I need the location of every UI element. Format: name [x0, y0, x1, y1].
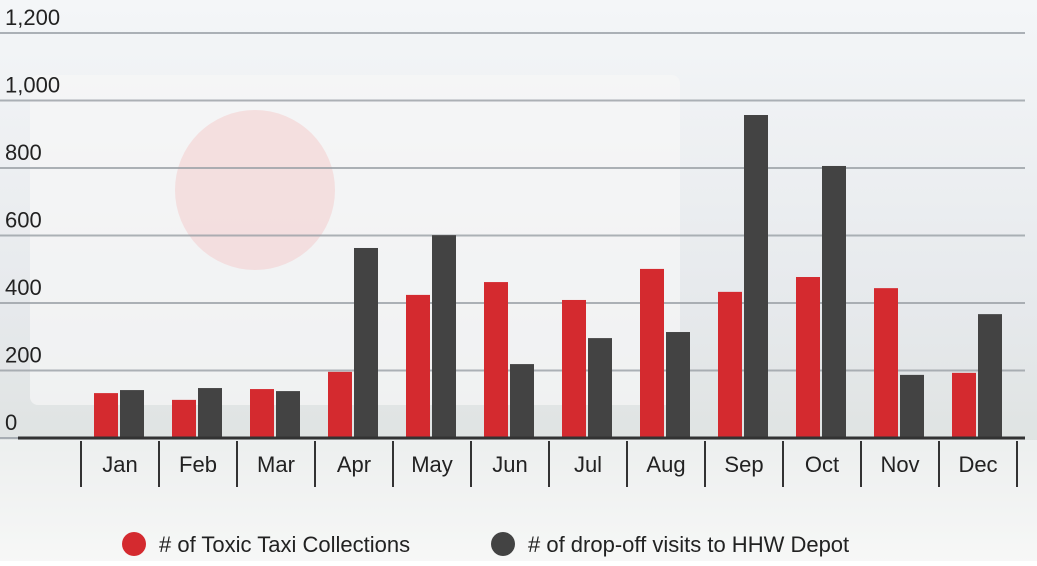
y-tick-label: 200: [5, 343, 42, 368]
bar: [562, 300, 586, 438]
bar: [354, 248, 378, 438]
bar: [978, 314, 1002, 438]
bar: [406, 295, 430, 438]
bar: [328, 372, 352, 438]
x-tick-label: Jun: [492, 452, 527, 477]
bar: [796, 277, 820, 438]
x-tick-label: Mar: [257, 452, 295, 477]
legend-marker: [491, 532, 515, 556]
bar: [640, 269, 664, 438]
x-tick-label: Nov: [880, 452, 919, 477]
bar: [952, 373, 976, 438]
y-tick-label: 400: [5, 275, 42, 300]
bar: [822, 166, 846, 438]
y-tick-label: 600: [5, 208, 42, 233]
legend-label: # of Toxic Taxi Collections: [159, 532, 410, 557]
x-tick-label: Dec: [958, 452, 997, 477]
y-tick-label: 1,200: [5, 5, 60, 30]
bar: [276, 391, 300, 438]
x-tick-label: Sep: [724, 452, 763, 477]
y-tick-label: 800: [5, 140, 42, 165]
bar: [250, 389, 274, 438]
bar: [432, 235, 456, 438]
logo-backdrop: [175, 110, 335, 270]
legend-label: # of drop-off visits to HHW Depot: [528, 532, 849, 557]
bar: [900, 375, 924, 438]
x-tick-label: Jan: [102, 452, 137, 477]
x-tick-label: May: [411, 452, 453, 477]
bar: [510, 364, 534, 438]
bar: [588, 338, 612, 438]
bar: [120, 390, 144, 438]
bar: [718, 292, 742, 438]
y-tick-label: 0: [5, 410, 17, 435]
y-tick-label: 1,000: [5, 73, 60, 98]
x-tick-label: Aug: [646, 452, 685, 477]
x-tick-label: Apr: [337, 452, 371, 477]
bar: [484, 282, 508, 438]
bar: [198, 388, 222, 438]
x-tick-label: Feb: [179, 452, 217, 477]
legend-marker: [122, 532, 146, 556]
bar: [172, 400, 196, 438]
bar: [744, 115, 768, 438]
x-tick-label: Jul: [574, 452, 602, 477]
x-tick-label: Oct: [805, 452, 839, 477]
bar: [94, 393, 118, 438]
bar: [666, 332, 690, 438]
bar: [874, 288, 898, 438]
chart: 0 200 400 600 800 1,000 1,200 Jan Feb Mar Apr May Ju…: [0, 0, 1037, 561]
